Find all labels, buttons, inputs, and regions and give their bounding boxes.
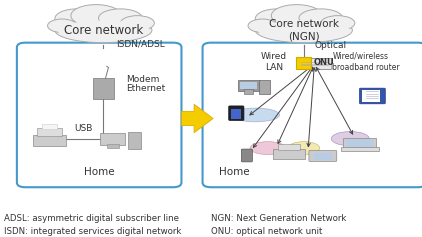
Ellipse shape bbox=[271, 5, 322, 27]
Text: Home: Home bbox=[84, 167, 114, 177]
FancyBboxPatch shape bbox=[360, 88, 385, 104]
Text: ONU: ONU bbox=[314, 58, 335, 67]
Text: Ethernet: Ethernet bbox=[127, 84, 166, 93]
FancyBboxPatch shape bbox=[346, 139, 373, 147]
FancyBboxPatch shape bbox=[244, 89, 253, 94]
FancyBboxPatch shape bbox=[128, 132, 141, 149]
FancyBboxPatch shape bbox=[343, 138, 376, 149]
FancyBboxPatch shape bbox=[362, 90, 380, 102]
FancyBboxPatch shape bbox=[203, 43, 422, 187]
Ellipse shape bbox=[250, 142, 286, 155]
FancyBboxPatch shape bbox=[297, 59, 332, 69]
FancyBboxPatch shape bbox=[309, 150, 337, 161]
Ellipse shape bbox=[57, 20, 149, 40]
FancyBboxPatch shape bbox=[231, 109, 241, 119]
Ellipse shape bbox=[48, 19, 77, 32]
FancyBboxPatch shape bbox=[240, 82, 257, 89]
Ellipse shape bbox=[55, 9, 98, 28]
FancyBboxPatch shape bbox=[93, 78, 114, 99]
FancyBboxPatch shape bbox=[259, 80, 270, 94]
FancyBboxPatch shape bbox=[238, 80, 260, 91]
Ellipse shape bbox=[120, 16, 154, 31]
FancyBboxPatch shape bbox=[278, 144, 300, 150]
FancyBboxPatch shape bbox=[241, 149, 252, 162]
Text: Wired
LAN: Wired LAN bbox=[261, 52, 287, 72]
FancyBboxPatch shape bbox=[17, 43, 181, 187]
Ellipse shape bbox=[299, 9, 343, 27]
FancyBboxPatch shape bbox=[42, 124, 57, 129]
FancyBboxPatch shape bbox=[37, 128, 62, 136]
FancyBboxPatch shape bbox=[33, 135, 66, 146]
Ellipse shape bbox=[255, 18, 352, 43]
Polygon shape bbox=[181, 104, 213, 133]
Ellipse shape bbox=[258, 20, 350, 40]
Ellipse shape bbox=[321, 16, 355, 31]
FancyBboxPatch shape bbox=[100, 133, 125, 145]
Ellipse shape bbox=[99, 9, 142, 27]
Text: ADSL: asymmetric digital subscriber line
ISDN: integrated services digital netwo: ADSL: asymmetric digital subscriber line… bbox=[4, 214, 181, 237]
Text: NGN: Next Generation Network
ONU: optical network unit: NGN: Next Generation Network ONU: optica… bbox=[211, 214, 346, 236]
FancyBboxPatch shape bbox=[229, 106, 244, 120]
Ellipse shape bbox=[288, 142, 320, 155]
Text: Modem: Modem bbox=[127, 75, 160, 84]
Text: Home: Home bbox=[219, 167, 249, 177]
Text: Wired/wireless
broadband router: Wired/wireless broadband router bbox=[333, 52, 400, 72]
FancyBboxPatch shape bbox=[314, 153, 332, 160]
FancyBboxPatch shape bbox=[341, 147, 379, 151]
Ellipse shape bbox=[231, 108, 280, 122]
Text: Core network: Core network bbox=[64, 24, 143, 37]
Text: USB: USB bbox=[74, 124, 92, 133]
FancyBboxPatch shape bbox=[107, 144, 119, 148]
Text: Core network
(NGN): Core network (NGN) bbox=[269, 19, 339, 41]
Ellipse shape bbox=[331, 132, 369, 146]
Ellipse shape bbox=[248, 19, 277, 32]
FancyBboxPatch shape bbox=[296, 57, 311, 69]
Ellipse shape bbox=[255, 9, 299, 28]
FancyBboxPatch shape bbox=[273, 149, 305, 159]
Ellipse shape bbox=[55, 18, 152, 43]
Text: ISDN/ADSL: ISDN/ADSL bbox=[116, 40, 165, 49]
Ellipse shape bbox=[71, 5, 122, 27]
Text: Optical: Optical bbox=[314, 41, 346, 50]
